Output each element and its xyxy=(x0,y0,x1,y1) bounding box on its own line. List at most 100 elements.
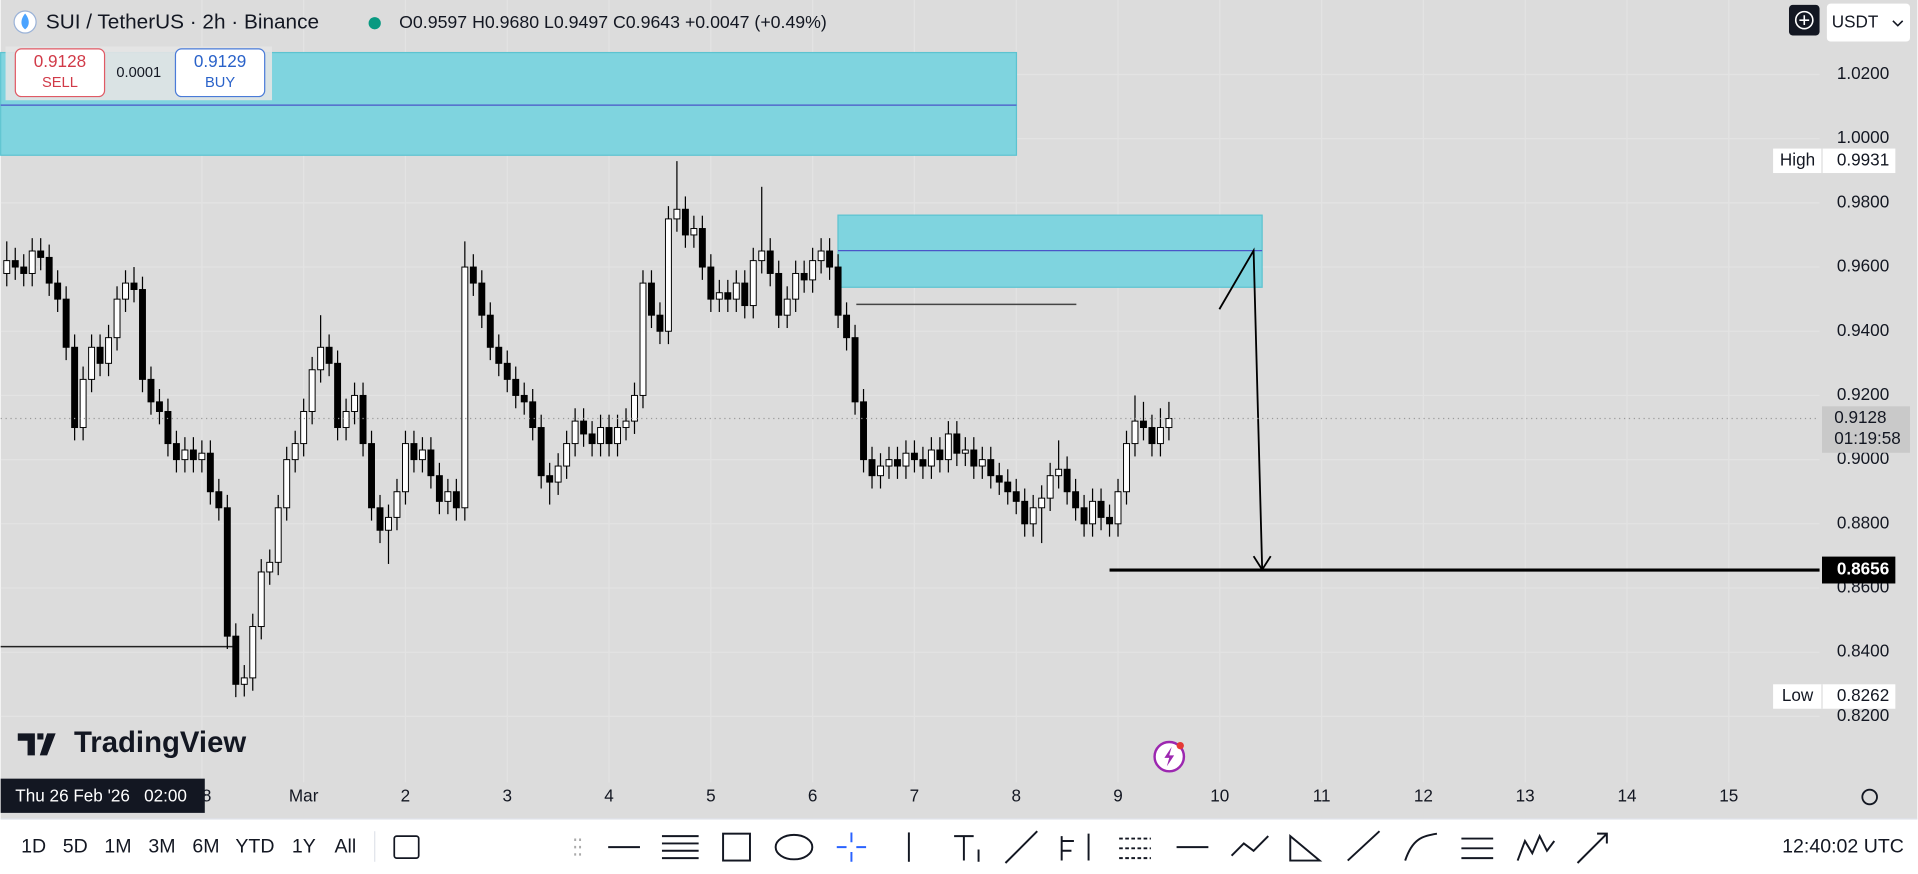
tool-ellipse[interactable] xyxy=(774,833,814,861)
candle-body xyxy=(105,337,113,364)
sell-button[interactable] xyxy=(14,48,106,98)
candle-body xyxy=(418,449,426,461)
candle-body xyxy=(54,282,62,300)
tool-channel[interactable] xyxy=(1119,837,1151,860)
symbol-icon-drop xyxy=(21,13,29,30)
buy-button[interactable] xyxy=(174,48,266,98)
toolbar xyxy=(0,818,1918,874)
symbol-title[interactable]: SUI / TetherUS · 2h · Binance xyxy=(46,11,319,34)
date-range-icon[interactable] xyxy=(393,835,420,859)
tool-crosshair[interactable] xyxy=(836,832,867,862)
tool-rect[interactable] xyxy=(722,832,751,862)
ohlc-key: O xyxy=(399,12,413,32)
candle-body xyxy=(571,420,579,445)
tool-table[interactable] xyxy=(1461,837,1494,860)
candle-body xyxy=(189,449,197,461)
candle-body xyxy=(851,337,859,403)
candle-body xyxy=(648,282,655,316)
candle-body xyxy=(563,443,571,467)
candle-body xyxy=(503,362,511,380)
candle-body xyxy=(164,410,172,445)
y-tick-label: 0.8200 xyxy=(1837,706,1889,725)
candle-body xyxy=(605,427,613,445)
tool-fib[interactable] xyxy=(661,835,699,860)
candle-body xyxy=(826,250,834,268)
candle-body xyxy=(96,346,104,364)
candle-body xyxy=(478,282,486,316)
tool-path[interactable] xyxy=(1230,835,1269,857)
drawing-tools xyxy=(574,830,1608,864)
logo-mark xyxy=(17,733,56,756)
buy-price: 0.9129 xyxy=(194,52,246,71)
candle-body xyxy=(919,459,927,467)
candle-body xyxy=(283,459,291,509)
range-button[interactable]: 5D xyxy=(63,835,88,857)
candle-body xyxy=(1021,500,1029,525)
level-box xyxy=(1821,556,1896,584)
candle-body xyxy=(724,292,732,300)
x-tick-label: 4 xyxy=(604,787,614,806)
candle-body xyxy=(266,561,274,573)
candle-body xyxy=(664,218,672,332)
candle-body xyxy=(198,452,206,461)
ohlc-key: L xyxy=(544,12,554,32)
candle-body xyxy=(927,449,935,467)
tool-pitchfork[interactable] xyxy=(1060,833,1090,861)
spread: 0.0001 xyxy=(116,65,161,81)
tool-text[interactable] xyxy=(954,835,980,862)
sell-price: 0.9128 xyxy=(34,52,86,71)
range-button[interactable]: YTD xyxy=(235,835,274,857)
range-button[interactable]: 1Y xyxy=(292,835,316,857)
candle-body xyxy=(232,635,240,685)
candles xyxy=(3,161,1173,698)
crosshair-date-box xyxy=(0,778,205,813)
range-button[interactable]: 1M xyxy=(104,835,131,857)
candle-body xyxy=(860,401,867,461)
tool-trend[interactable] xyxy=(1004,830,1038,864)
candle-body xyxy=(877,465,884,477)
candle-body xyxy=(20,266,28,274)
candle-body xyxy=(690,228,698,236)
arrow-path[interactable] xyxy=(1218,247,1264,569)
tool-angle[interactable] xyxy=(1289,834,1323,862)
candle-body xyxy=(987,459,995,477)
candle-body xyxy=(486,314,494,348)
candle-body xyxy=(410,443,418,461)
drag-handle xyxy=(574,838,582,856)
tool-curve[interactable] xyxy=(1404,832,1438,861)
currency-select[interactable] xyxy=(1826,3,1911,42)
x-tick-label: 8 xyxy=(1011,787,1021,806)
y-tick-label: 0.9200 xyxy=(1837,385,1889,404)
buy-label: BUY xyxy=(205,75,235,91)
candle-body xyxy=(359,394,367,445)
add-icon xyxy=(1794,10,1814,30)
y-tick-label: 1.0000 xyxy=(1837,128,1889,147)
candle-body xyxy=(546,475,554,483)
tool-brush[interactable] xyxy=(1347,830,1381,862)
candle-body xyxy=(37,250,45,258)
ohlc-readout: O0.9597 H0.9680 L0.9497 C0.9643 +0.0047 … xyxy=(399,12,827,32)
candle-body xyxy=(1055,468,1063,477)
last-price-box xyxy=(1821,406,1911,453)
x-tick-label: 9 xyxy=(1113,787,1123,806)
candle-body xyxy=(961,449,969,454)
candle-body xyxy=(707,266,715,300)
candle-body xyxy=(461,266,469,509)
currency: USDT xyxy=(1832,13,1879,32)
tool-pattern[interactable] xyxy=(1516,833,1556,861)
ohlc-value: 0.9680 xyxy=(485,12,539,32)
range-button[interactable]: 3M xyxy=(148,835,175,857)
candle-body xyxy=(172,443,180,461)
range-button[interactable]: 1D xyxy=(21,835,46,857)
overlay xyxy=(0,417,1820,572)
candle-body xyxy=(775,272,783,316)
tool-arrow[interactable] xyxy=(1576,832,1608,864)
candle-body xyxy=(444,491,452,502)
candle-body xyxy=(1165,418,1173,429)
candle-body xyxy=(88,346,96,380)
settings-icon[interactable] xyxy=(1861,788,1878,806)
range-button[interactable]: All xyxy=(334,835,356,857)
x-tick-label: 5 xyxy=(706,787,716,806)
range-button[interactable]: 6M xyxy=(192,835,219,857)
